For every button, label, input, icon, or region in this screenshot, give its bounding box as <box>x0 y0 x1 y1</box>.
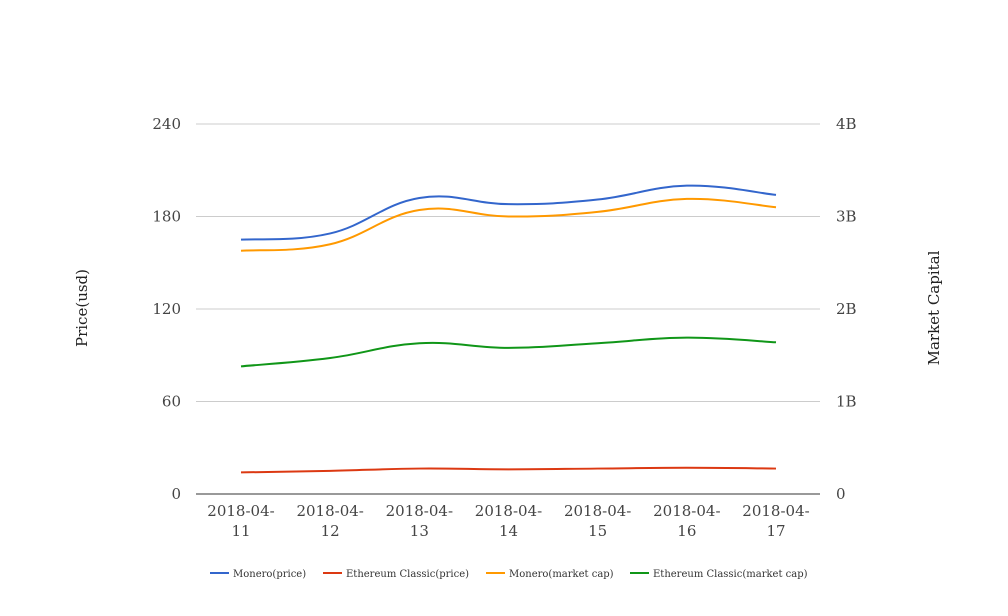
legend-item: Ethereum Classic(market cap) <box>630 569 808 580</box>
legend: Monero(price) Ethereum Classic(price) Mone… <box>210 569 808 580</box>
right-tick-label: 1B <box>836 393 857 411</box>
series-line-2 <box>240 197 777 252</box>
left-tick-label: 240 <box>152 115 181 133</box>
right-tick-label: 0 <box>836 485 846 503</box>
right-axis-ticks: 0 1B 2B 3B 4B <box>836 115 857 503</box>
series-line-1 <box>240 466 777 474</box>
legend-item: Ethereum Classic(price) <box>323 569 469 580</box>
left-axis-ticks: 0 60 120 180 240 <box>152 115 181 503</box>
legend-item: Monero(price) <box>210 569 306 580</box>
left-tick-label: 60 <box>162 393 181 411</box>
x-axis-ticks: 2018-04-11 2018-04-12 2018-04-13 2018-04-14… <box>207 502 809 540</box>
series-lines <box>240 184 777 474</box>
series-line-0 <box>240 184 777 241</box>
x-tick-label: 2018-04-16 <box>653 502 720 540</box>
left-tick-label: 120 <box>152 300 181 318</box>
right-tick-label: 3B <box>836 208 857 226</box>
right-axis-title: Market Capital <box>925 250 943 365</box>
legend-label: Monero(market cap) <box>509 569 614 580</box>
x-tick-label: 2018-04-15 <box>564 502 631 540</box>
legend-label: Ethereum Classic(price) <box>346 569 469 580</box>
left-tick-label: 0 <box>171 485 181 503</box>
x-tick-label: 2018-04-13 <box>386 502 453 540</box>
x-tick-label: 2018-04-17 <box>742 502 809 540</box>
x-tick-label: 2018-04-11 <box>207 502 274 540</box>
x-tick-label: 2018-04-12 <box>296 502 363 540</box>
series-line-3 <box>240 336 777 368</box>
legend-label: Ethereum Classic(market cap) <box>653 569 808 580</box>
right-tick-label: 4B <box>836 115 857 133</box>
right-tick-label: 2B <box>836 300 857 318</box>
gridlines <box>196 123 820 402</box>
legend-item: Monero(market cap) <box>486 569 614 580</box>
left-tick-label: 180 <box>152 208 181 226</box>
legend-label: Monero(price) <box>233 569 306 580</box>
x-tick-label: 2018-04-14 <box>475 502 542 540</box>
left-axis-title: Price(usd) <box>73 269 91 347</box>
